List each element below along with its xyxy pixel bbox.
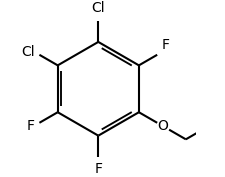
Text: Cl: Cl xyxy=(91,1,105,15)
Text: O: O xyxy=(157,119,168,133)
Text: F: F xyxy=(94,162,102,176)
Text: F: F xyxy=(161,38,169,52)
Text: Cl: Cl xyxy=(21,45,34,59)
Text: F: F xyxy=(27,119,34,133)
